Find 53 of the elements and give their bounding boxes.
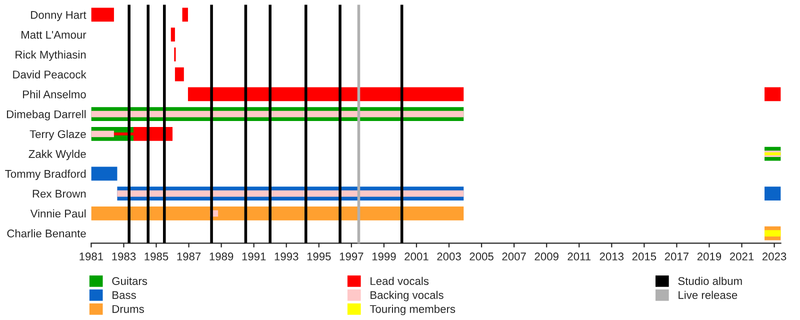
y-tick-label: Rex Brown — [32, 190, 86, 198]
legend-label: Lead vocals — [370, 276, 429, 286]
bar — [182, 8, 188, 22]
bar — [170, 28, 175, 42]
y-tick-label: Dimebag Darrell — [6, 110, 86, 120]
bar — [764, 230, 781, 236]
bar — [91, 130, 114, 138]
bar — [764, 87, 781, 102]
y-tick-label: Donny Hart — [31, 11, 86, 22]
x-tick-label: 2019 — [697, 252, 722, 260]
y-tick-label: Rick Mythiasin — [16, 50, 86, 61]
bar — [91, 8, 114, 22]
legend-label: Bass — [112, 291, 136, 299]
x-tick-label: 1997 — [340, 252, 364, 260]
legend-label: Drums — [112, 305, 144, 313]
y-tick-label: Matt L'Amour — [22, 30, 86, 39]
legend-label: Touring members — [370, 304, 456, 316]
y-tick-label: David Peacock — [13, 70, 86, 78]
x-tick-label: 1981 — [80, 252, 104, 260]
x-tick-label: 2013 — [600, 252, 624, 260]
x-tick-label: 1995 — [307, 252, 331, 260]
bar — [91, 206, 464, 220]
x-tick-label: 2015 — [632, 252, 656, 260]
legend-label: Studio album — [678, 276, 742, 286]
x-tick-label: 1987 — [177, 252, 201, 260]
x-tick-label: 2001 — [404, 252, 428, 260]
x-tick-label: 2003 — [437, 252, 461, 260]
bar — [174, 67, 184, 82]
y-tick-label: Vinnie Paul — [30, 209, 86, 218]
y-tick-label: Tommy Bradford — [5, 170, 86, 180]
x-tick-label: 2011 — [568, 252, 591, 260]
x-tick-label: 1991 — [242, 252, 266, 260]
x-tick-label: 2005 — [470, 252, 494, 260]
x-tick-label: 1985 — [144, 252, 168, 260]
legend-label: Backing vocals — [370, 290, 444, 302]
legend-label: Guitars — [112, 276, 148, 286]
x-tick-label: 2007 — [502, 252, 526, 260]
y-tick-label: Zakk Wylde — [28, 150, 86, 160]
y-tick-label: Charlie Benante — [7, 229, 86, 238]
y-tick-label: Terry Glaze — [30, 130, 86, 140]
x-tick-label: 2009 — [534, 252, 558, 260]
x-tick-label: 1993 — [274, 252, 298, 260]
x-tick-label: 2021 — [730, 252, 754, 260]
bar — [91, 166, 118, 181]
x-tick-label: 2023 — [762, 252, 786, 260]
x-tick-label: 1989 — [210, 252, 234, 260]
legend-label: Live release — [678, 290, 738, 299]
y-tick-label: Phil Anselmo — [23, 90, 86, 98]
bar — [188, 87, 464, 102]
bar — [764, 186, 781, 200]
x-tick-label: 1983 — [112, 252, 136, 260]
x-tick-label: 1999 — [372, 252, 396, 260]
x-tick-label: 2017 — [664, 252, 689, 260]
